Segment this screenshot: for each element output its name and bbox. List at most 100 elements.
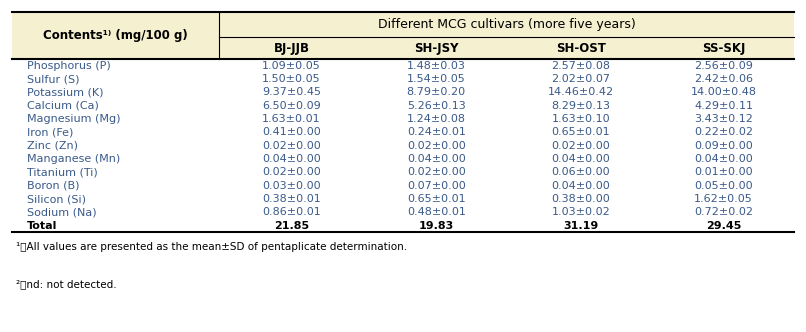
Text: 0.05±0.00: 0.05±0.00 <box>694 181 753 191</box>
Text: 1.54±0.05: 1.54±0.05 <box>407 74 466 84</box>
Bar <box>219 37 364 59</box>
Bar <box>364 152 509 166</box>
Bar <box>509 113 653 126</box>
Text: 0.72±0.02: 0.72±0.02 <box>694 208 753 217</box>
Bar <box>509 219 653 232</box>
Text: 1.63±0.10: 1.63±0.10 <box>551 114 610 124</box>
Bar <box>653 206 794 219</box>
Bar <box>653 126 794 139</box>
Text: Manganese (Mn): Manganese (Mn) <box>27 154 120 164</box>
Bar <box>653 139 794 152</box>
Text: 0.01±0.00: 0.01±0.00 <box>694 167 753 177</box>
Bar <box>219 139 364 152</box>
Text: 14.00±0.48: 14.00±0.48 <box>691 87 757 97</box>
Text: 0.38±0.00: 0.38±0.00 <box>551 194 610 204</box>
Bar <box>653 193 794 206</box>
Bar <box>219 166 364 179</box>
Text: 5.26±0.13: 5.26±0.13 <box>407 101 466 111</box>
Bar <box>12 59 219 72</box>
Text: 1.24±0.08: 1.24±0.08 <box>407 114 466 124</box>
Text: 9.37±0.45: 9.37±0.45 <box>262 87 321 97</box>
Text: 0.86±0.01: 0.86±0.01 <box>262 208 321 217</box>
Text: Contents¹⁾ (mg/100 g): Contents¹⁾ (mg/100 g) <box>44 29 188 42</box>
Bar <box>364 166 509 179</box>
Text: 2.02±0.07: 2.02±0.07 <box>551 74 610 84</box>
Text: 0.48±0.01: 0.48±0.01 <box>407 208 466 217</box>
Text: 0.02±0.00: 0.02±0.00 <box>551 141 610 151</box>
Text: 0.04±0.00: 0.04±0.00 <box>551 181 610 191</box>
Text: 0.04±0.00: 0.04±0.00 <box>694 154 753 164</box>
Text: 0.02±0.00: 0.02±0.00 <box>407 167 466 177</box>
Text: 0.09±0.00: 0.09±0.00 <box>694 141 753 151</box>
Bar <box>509 206 653 219</box>
Text: Silicon (Si): Silicon (Si) <box>27 194 85 204</box>
Text: 0.38±0.01: 0.38±0.01 <box>262 194 321 204</box>
Text: Sulfur (S): Sulfur (S) <box>27 74 79 84</box>
Text: 8.29±0.13: 8.29±0.13 <box>551 101 610 111</box>
Bar <box>364 126 509 139</box>
Bar <box>12 126 219 139</box>
Bar <box>653 37 794 59</box>
Bar <box>509 179 653 193</box>
Bar <box>219 86 364 99</box>
Bar <box>509 152 653 166</box>
Bar <box>364 72 509 86</box>
Bar <box>12 206 219 219</box>
Bar <box>653 86 794 99</box>
Text: 6.50±0.09: 6.50±0.09 <box>262 101 321 111</box>
Text: 0.22±0.02: 0.22±0.02 <box>694 127 753 137</box>
Bar <box>653 59 794 72</box>
Text: ¹⧴All values are presented as the mean±SD of pentaplicate determination.: ¹⧴All values are presented as the mean±S… <box>16 242 407 252</box>
Text: 21.85: 21.85 <box>274 221 310 231</box>
Text: 2.42±0.06: 2.42±0.06 <box>694 74 753 84</box>
Bar <box>364 86 509 99</box>
Bar <box>364 113 509 126</box>
Text: Magnesium (Mg): Magnesium (Mg) <box>27 114 120 124</box>
Text: Titanium (Ti): Titanium (Ti) <box>27 167 98 177</box>
Bar <box>219 72 364 86</box>
Text: 14.46±0.42: 14.46±0.42 <box>548 87 614 97</box>
Text: 1.63±0.01: 1.63±0.01 <box>262 114 321 124</box>
Text: 31.19: 31.19 <box>563 221 599 231</box>
Bar <box>509 72 653 86</box>
Bar <box>364 206 509 219</box>
Bar <box>219 59 364 72</box>
Bar <box>364 193 509 206</box>
Bar <box>509 139 653 152</box>
Text: SH-JSY: SH-JSY <box>414 42 459 54</box>
Bar <box>12 86 219 99</box>
Text: 1.03±0.02: 1.03±0.02 <box>551 208 610 217</box>
Text: Boron (B): Boron (B) <box>27 181 79 191</box>
Text: SH-OST: SH-OST <box>556 42 606 54</box>
Bar <box>12 193 219 206</box>
Bar <box>509 126 653 139</box>
Bar <box>653 166 794 179</box>
Bar <box>12 166 219 179</box>
Text: Phosphorus (P): Phosphorus (P) <box>27 61 110 71</box>
Text: 0.02±0.00: 0.02±0.00 <box>262 167 321 177</box>
Text: 0.65±0.01: 0.65±0.01 <box>551 127 610 137</box>
Bar <box>219 126 364 139</box>
Bar <box>509 99 653 113</box>
Text: 0.02±0.00: 0.02±0.00 <box>262 141 321 151</box>
Bar <box>364 37 509 59</box>
Bar <box>653 219 794 232</box>
Bar <box>509 86 653 99</box>
Bar <box>364 59 509 72</box>
Bar <box>509 59 653 72</box>
Bar <box>219 179 364 193</box>
Text: Potassium (K): Potassium (K) <box>27 87 103 97</box>
Text: 19.83: 19.83 <box>418 221 454 231</box>
Bar <box>653 179 794 193</box>
Bar <box>653 113 794 126</box>
Bar <box>219 12 794 37</box>
Text: 0.04±0.00: 0.04±0.00 <box>262 154 321 164</box>
Bar <box>12 12 219 59</box>
Text: 0.03±0.00: 0.03±0.00 <box>262 181 321 191</box>
Text: BJ-JJB: BJ-JJB <box>273 42 310 54</box>
Bar <box>509 166 653 179</box>
Bar <box>509 37 653 59</box>
Text: SS-SKJ: SS-SKJ <box>702 42 746 54</box>
Bar <box>364 179 509 193</box>
Text: 0.41±0.00: 0.41±0.00 <box>262 127 321 137</box>
